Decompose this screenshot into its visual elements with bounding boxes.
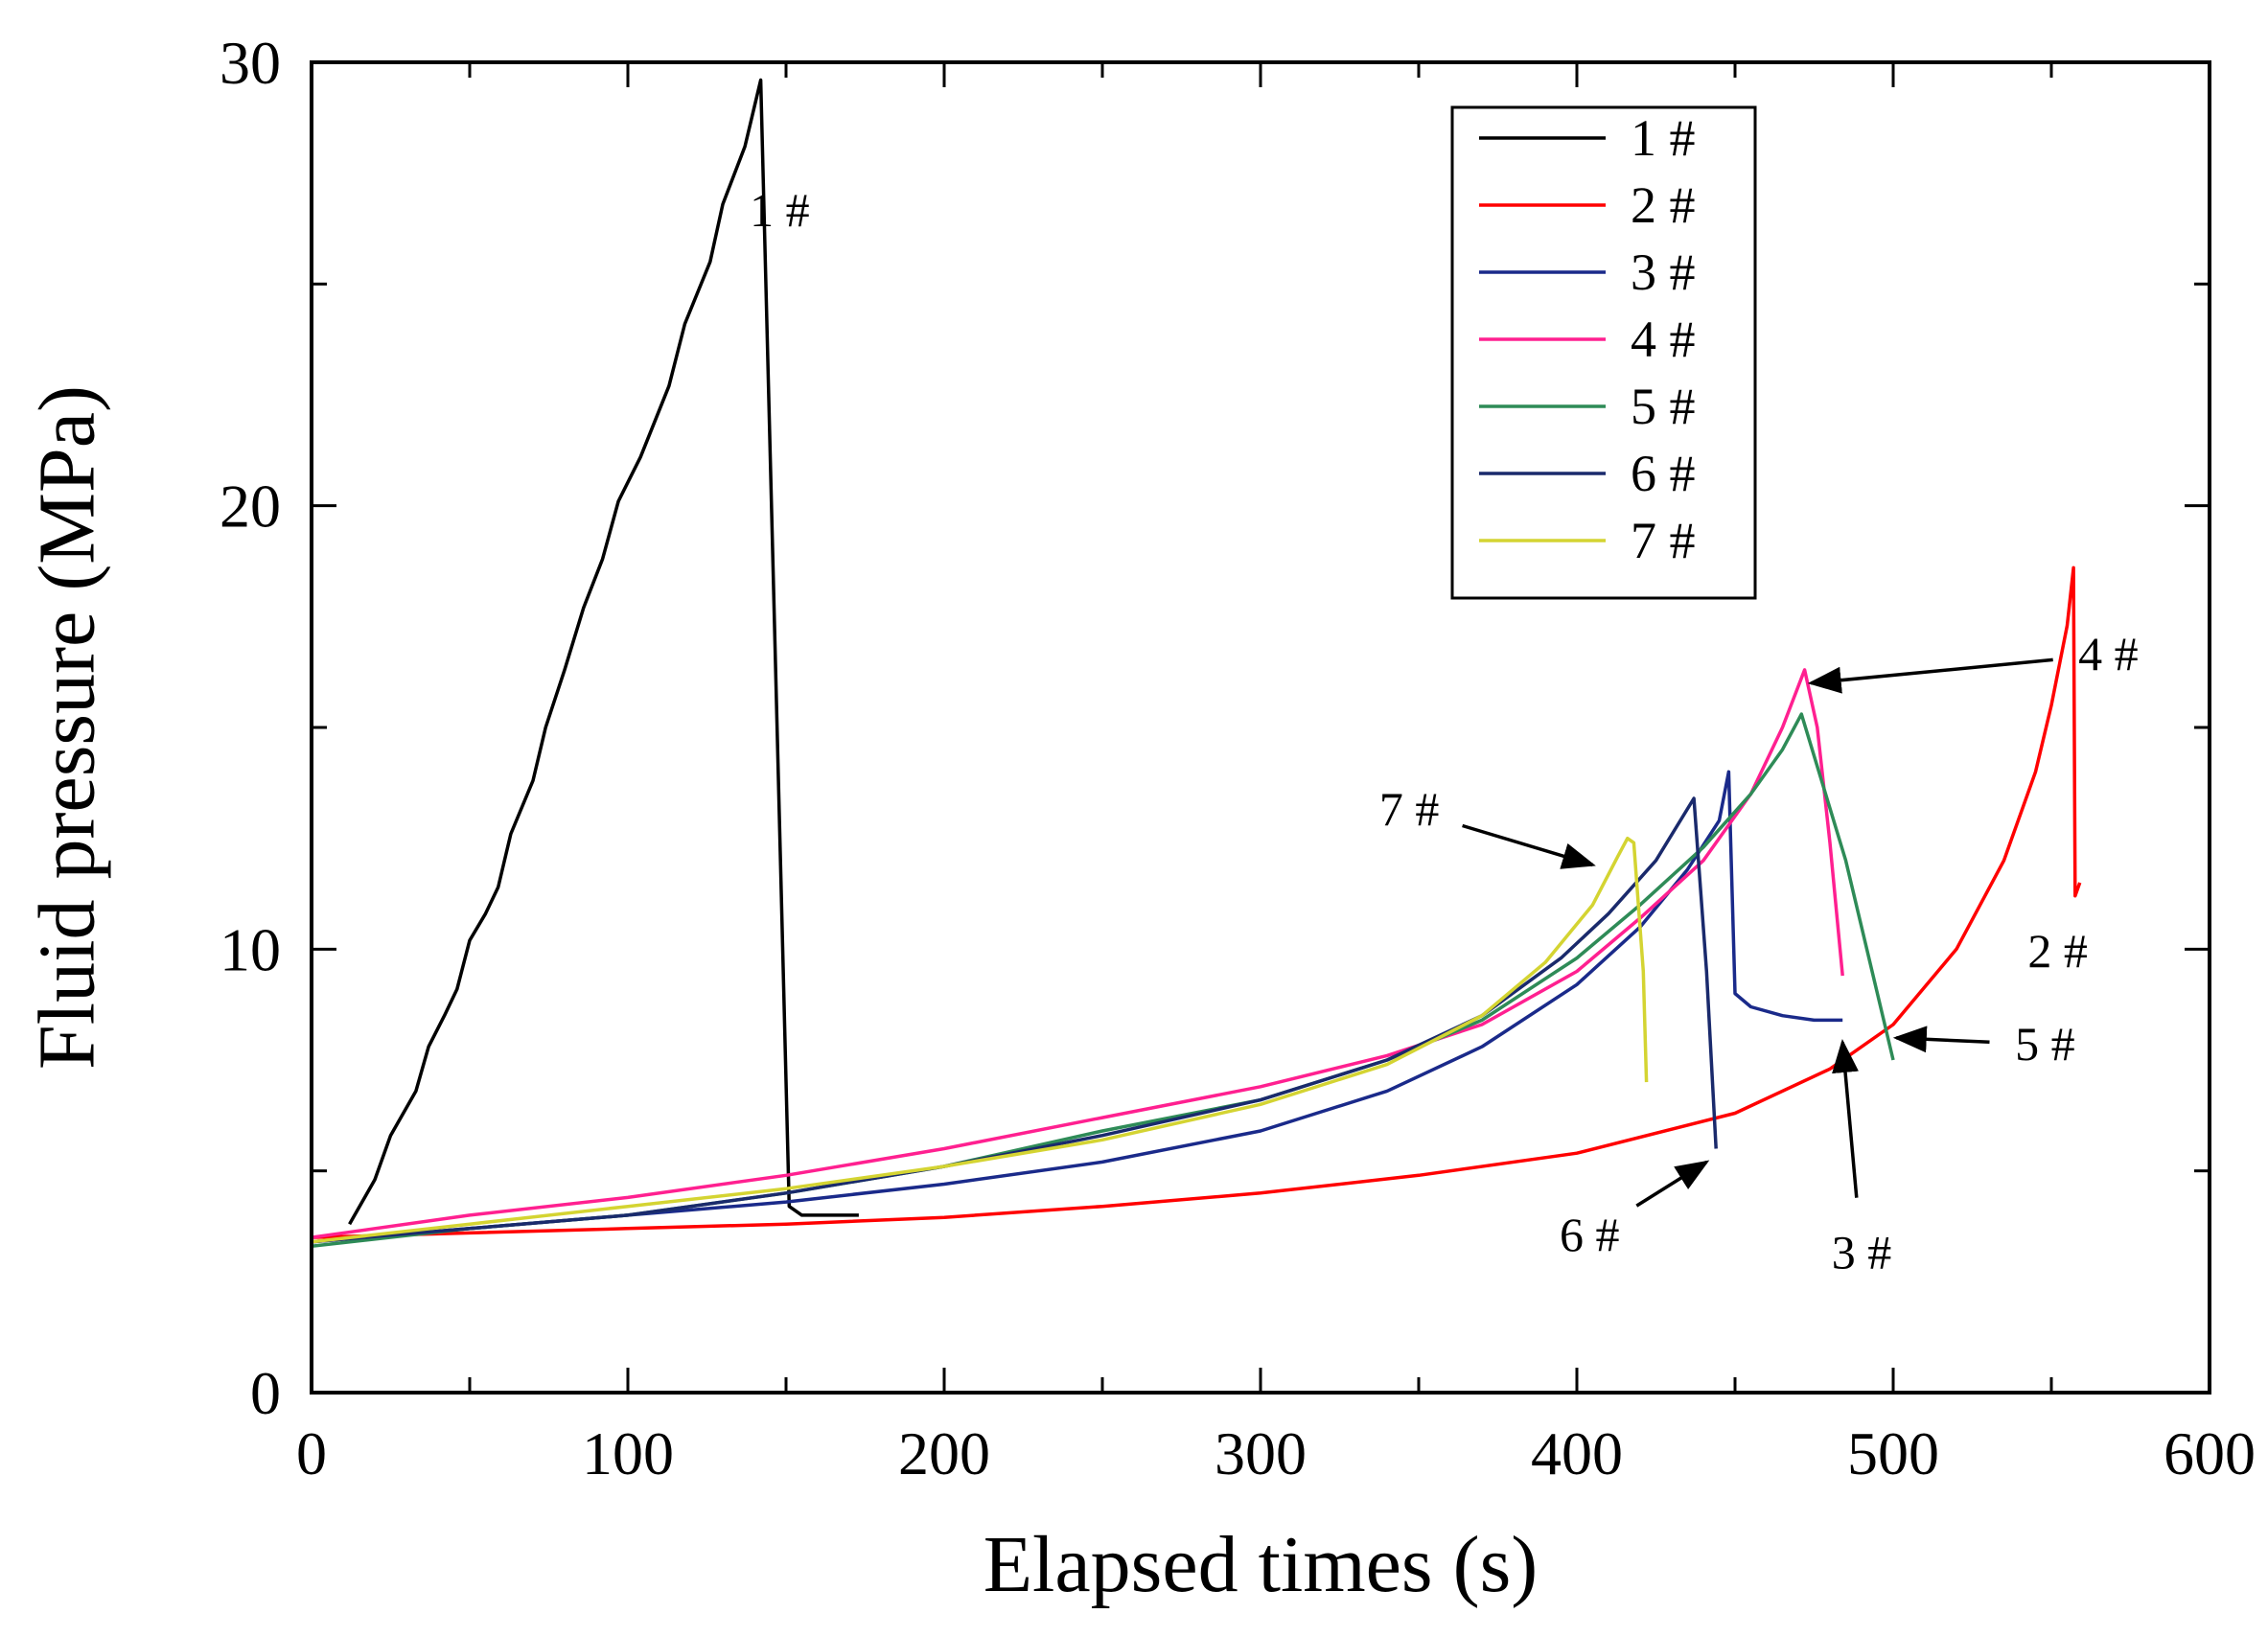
y-tick-label: 20 [220,473,281,541]
annotation-label-6: 6 # [1560,1208,1620,1261]
legend-label-4: 4 # [1631,311,1696,368]
y-tick-label: 30 [220,29,281,97]
series-line-2 [311,565,2082,1239]
legend-label-3: 3 # [1631,243,1696,301]
annotation-arrow-5 [1892,1026,1990,1053]
series-line-4 [311,668,1844,1239]
series-line-6 [311,796,1718,1244]
x-tick-label: 500 [1847,1419,1939,1487]
series-layer [311,78,2082,1249]
annotation-label-1: 1 # [750,183,810,237]
annotation-label-5: 5 # [2015,1017,2075,1071]
y-tick-label: 10 [220,915,281,983]
x-tick-label: 400 [1531,1419,1623,1487]
legend: 1 # 2 # 3 # 4 # 5 # 6 # 7 # [1450,105,1757,600]
y-tick-label: 0 [250,1359,281,1427]
legend-box [1450,105,1757,600]
legend-label-7: 7 # [1631,512,1696,569]
annotation-arrow-7 [1462,823,1596,869]
annotation-arrow-6 [1635,1160,1710,1208]
annotation-label-3: 3 # [1832,1225,1892,1279]
annotation-arrow-4 [1807,657,2053,694]
x-tick-label: 100 [582,1419,674,1487]
legend-label-2: 2 # [1631,176,1696,234]
annotation-layer: 1 # 2 # 3 # 4 # 5 # 6 # 7 # [750,183,2138,1279]
annotation-arrow-3 [1832,1039,1859,1198]
legend-label-5: 5 # [1631,378,1696,435]
x-axis-title: Elapsed times (s) [984,1520,1539,1609]
x-tick-label: 0 [296,1419,327,1487]
y-axis-title: Fluid pressure (MPa) [22,385,111,1070]
legend-label-6: 6 # [1631,445,1696,502]
x-tick-label: 600 [2164,1419,2256,1487]
annotation-label-4: 4 # [2078,627,2139,680]
annotation-label-2: 2 # [2027,924,2088,978]
series-line-3 [311,770,1843,1244]
annotation-label-7: 7 # [1379,782,1440,836]
series-line-7 [311,836,1649,1244]
series-line-1 [348,78,859,1226]
x-tick-label: 300 [1215,1419,1307,1487]
legend-label-1: 1 # [1631,109,1696,167]
tick-layer: 0 100 200 300 400 500 600 0 10 20 30 [220,29,2256,1487]
x-tick-label: 200 [898,1419,990,1487]
